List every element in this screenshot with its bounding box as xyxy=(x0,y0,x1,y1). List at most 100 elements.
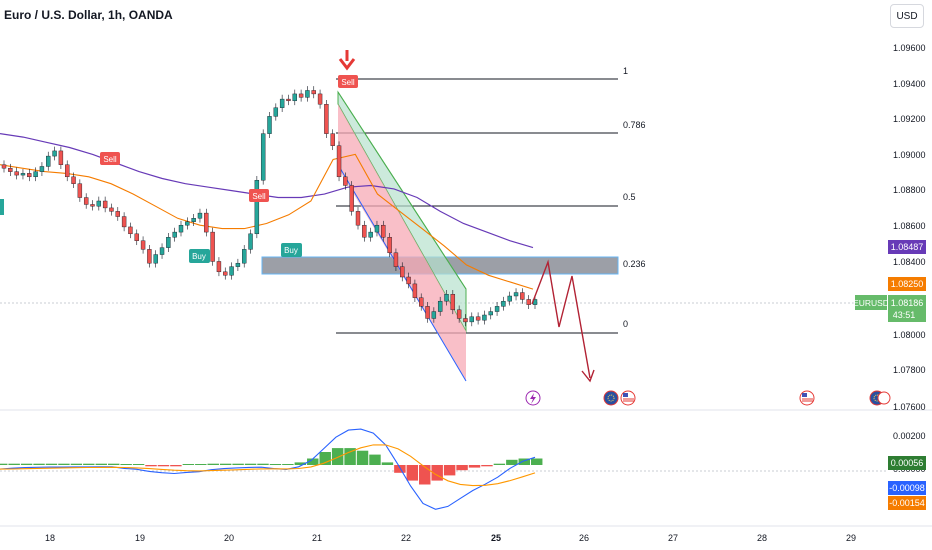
currency-button[interactable]: USD xyxy=(890,4,924,28)
date-tick: 21 xyxy=(312,533,322,543)
date-tick: 26 xyxy=(579,533,589,543)
candle xyxy=(456,309,462,319)
candle xyxy=(77,183,83,198)
candle xyxy=(419,297,424,307)
svg-text:1.08250: 1.08250 xyxy=(891,279,924,289)
candle xyxy=(210,231,215,262)
candle xyxy=(248,233,253,250)
date-tick: 28 xyxy=(757,533,767,543)
macd-bar xyxy=(170,465,182,467)
candle xyxy=(14,171,19,176)
macd-bar xyxy=(219,463,232,465)
candle xyxy=(172,231,177,238)
candle xyxy=(260,133,266,181)
price-tick: 1.07800 xyxy=(893,365,926,375)
us-flag-icon[interactable] xyxy=(877,391,891,405)
macd-bar xyxy=(8,463,20,465)
date-tick: 25 xyxy=(491,533,501,543)
fib-label: 0.236 xyxy=(623,259,646,269)
fib-label: 0 xyxy=(623,319,628,329)
candle xyxy=(65,164,70,178)
candle xyxy=(90,204,95,207)
candle xyxy=(292,93,297,102)
candle xyxy=(20,173,26,176)
macd-bar xyxy=(182,464,195,465)
candle xyxy=(109,207,114,212)
macd-bar xyxy=(394,465,406,473)
candle xyxy=(140,240,146,250)
candle xyxy=(223,271,228,276)
macd-bar xyxy=(531,458,543,465)
macd-bar xyxy=(269,464,282,465)
macd-bar xyxy=(307,458,319,465)
date-axis[interactable]: 18 19 20 21 22 25 26 27 28 29 xyxy=(45,533,856,543)
buy-label: Buy xyxy=(281,243,302,257)
candle xyxy=(204,212,209,233)
candle xyxy=(178,224,184,233)
bar-countdown: 43:51 xyxy=(893,310,916,320)
macd-bar xyxy=(207,463,219,465)
macd-line-badge: -0.00098 xyxy=(888,481,926,495)
macd-bar xyxy=(244,463,257,465)
price-tick: 1.08600 xyxy=(893,221,926,231)
symbol-tag: EURUSD xyxy=(853,295,889,310)
svg-text:Sell: Sell xyxy=(341,78,355,87)
candle xyxy=(343,176,348,186)
candle xyxy=(387,237,392,254)
projection-path xyxy=(531,259,591,379)
macd-bar xyxy=(456,465,468,471)
candle xyxy=(166,237,171,248)
sell-label: Sell xyxy=(249,189,269,202)
price-axis[interactable]: 1.09600 1.09400 1.09200 1.09000 1.08800 … xyxy=(893,43,926,474)
lightning-icon[interactable] xyxy=(525,390,541,406)
macd-bar xyxy=(58,463,70,465)
candle xyxy=(381,224,386,238)
down-arrow-icon xyxy=(338,50,356,71)
candle xyxy=(425,306,430,319)
macd-bar xyxy=(45,463,58,465)
candle xyxy=(475,316,481,321)
macd-bar xyxy=(319,452,331,465)
candle xyxy=(185,221,190,226)
candle xyxy=(216,261,222,273)
macd-bar xyxy=(406,465,419,481)
candle xyxy=(159,247,165,255)
candle xyxy=(83,197,89,205)
price-tick: 1.07600 xyxy=(893,402,926,412)
candle xyxy=(273,107,279,117)
candle xyxy=(317,93,323,105)
date-tick: 20 xyxy=(224,533,234,543)
candle xyxy=(191,218,196,222)
price-tick: 1.08400 xyxy=(893,257,926,267)
candle xyxy=(355,211,361,226)
channel-red[interactable] xyxy=(338,104,466,381)
ma-fast-line xyxy=(0,153,534,290)
candle xyxy=(469,316,474,323)
candle xyxy=(400,266,405,278)
macd-bar xyxy=(282,464,294,465)
candle xyxy=(311,90,316,95)
candle xyxy=(494,306,500,312)
macd-tick: 0.00200 xyxy=(893,431,926,441)
candle xyxy=(444,294,449,302)
candle xyxy=(8,167,13,172)
candle xyxy=(412,283,418,298)
svg-text:EURUSD: EURUSD xyxy=(853,298,889,308)
buy-label: Buy xyxy=(189,249,210,263)
macd-bar xyxy=(120,464,132,465)
date-tick: 19 xyxy=(135,533,145,543)
candle xyxy=(229,266,234,276)
macd-bar xyxy=(493,463,506,465)
candle xyxy=(362,224,367,238)
us-flag-icon[interactable] xyxy=(620,390,636,406)
price-tick: 1.09400 xyxy=(893,79,926,89)
svg-text:Buy: Buy xyxy=(284,246,298,255)
fib-label: 1 xyxy=(623,66,628,76)
us-flag-icon[interactable] xyxy=(799,390,815,406)
eu-flag-icon[interactable] xyxy=(603,390,619,406)
candle xyxy=(330,133,335,146)
macd-bar xyxy=(132,464,145,465)
macd-bar xyxy=(70,463,83,465)
